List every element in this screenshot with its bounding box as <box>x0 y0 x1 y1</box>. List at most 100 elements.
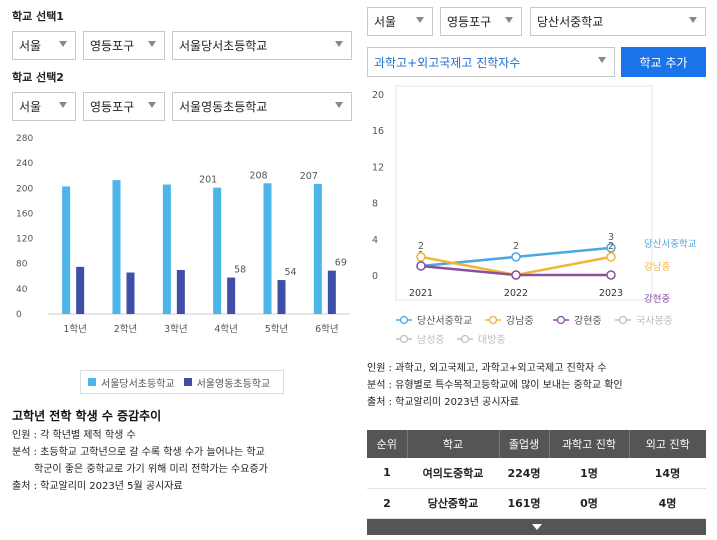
graduates-cell: 161명 <box>499 488 549 519</box>
legend-marker <box>556 315 566 325</box>
school1-region-select[interactable]: 서울 <box>12 31 76 60</box>
legend-marker <box>399 334 409 344</box>
column-header: 학교 <box>407 430 500 458</box>
science-cell: 1명 <box>549 458 629 489</box>
right-district-value: 영등포구 <box>447 15 492 29</box>
legend-label: 강남중 <box>506 315 534 327</box>
foreign-cell: 14명 <box>629 458 706 489</box>
school2-district-value: 영등포구 <box>90 100 135 114</box>
data-label: 2 <box>608 241 614 252</box>
series-point-1 <box>511 252 521 262</box>
school2-label: 학교 선택2 <box>12 71 64 84</box>
school2-school-select[interactable]: 서울영동초등학교 <box>172 92 352 121</box>
table-row[interactable]: 2 당산중학교 161명 0명 4명 <box>367 488 706 519</box>
y-tick-label: 12 <box>372 162 384 173</box>
series-end-label: 강현중 <box>644 294 670 305</box>
chevron-down-icon <box>505 17 513 23</box>
info-title: 고학년 전학 학생 수 증감추이 <box>12 409 162 423</box>
bar-2 <box>327 270 336 314</box>
x-tick-label: 6학년 <box>315 324 339 335</box>
series-point-3 <box>511 270 521 280</box>
legend-label: 당산서중학교 <box>417 315 472 327</box>
right-region-value: 서울 <box>374 15 397 29</box>
school1-region-value: 서울 <box>19 39 42 53</box>
school2-school-value: 서울영동초등학교 <box>179 100 268 114</box>
x-tick-label: 2023 <box>599 288 623 299</box>
school2-region-select[interactable]: 서울 <box>12 92 76 121</box>
school-cell: 여의도중학교 <box>407 458 499 489</box>
column-header: 과학고 진학 <box>549 430 630 458</box>
y-tick-label: 40 <box>16 285 28 295</box>
ranking-table: 순위 학교 졸업생 과학고 진학 외고 진학 1 여의도중학교 224명 1명 … <box>367 430 706 519</box>
right-info-block: 인원 : 과학고, 외고국제고, 과학고+외고국제고 진학자 수 분석 : 유형… <box>367 360 712 411</box>
series-point-3 <box>416 261 426 271</box>
right-school-value: 당산서중학교 <box>537 15 604 29</box>
x-tick-label: 1학년 <box>63 324 87 335</box>
series-point-2 <box>416 252 426 262</box>
right-school-select[interactable]: 당산서중학교 <box>530 7 706 36</box>
info-line: 출처 : 학교알리미 2023년 공시자료 <box>367 397 519 408</box>
x-tick-label: 3학년 <box>164 324 188 335</box>
data-label: 2 <box>418 241 424 252</box>
info-line: 인원 : 각 학년별 제적 학생 수 <box>12 430 136 441</box>
school1-district-select[interactable]: 영등포구 <box>83 31 165 60</box>
grade-bar-chart: 0 40 80 120 160 200 240 280 1학년 2학년 3학년 4학년 201 58 5학년… <box>16 134 350 335</box>
column-header: 순위 <box>367 430 408 458</box>
bar-1 <box>112 180 121 314</box>
chevron-down-icon <box>59 102 67 108</box>
graduates-cell: 224명 <box>499 458 549 489</box>
x-tick-label: 2021 <box>409 288 433 299</box>
y-tick-label: 4 <box>372 235 378 246</box>
metric-value: 과학고+외고국제고 진학자수 <box>374 55 521 70</box>
info-line: 분석 : 유형별로 특수목적고등학교에 많이 보내는 중학교 확인 <box>367 380 623 391</box>
y-tick-label: 280 <box>16 134 33 144</box>
chevron-down-icon <box>689 17 697 23</box>
data-label: 207 <box>300 171 318 182</box>
metric-select[interactable]: 과학고+외고국제고 진학자수 <box>367 47 615 77</box>
bar-chart-legend: 서울당서초등학교 서울영동초등학교 <box>80 370 284 394</box>
chevron-down-icon <box>148 102 156 108</box>
data-label: 2 <box>513 241 519 252</box>
legend-marker <box>488 315 498 325</box>
plot-frame <box>395 85 653 301</box>
legend-marker <box>460 334 470 344</box>
chevron-down-icon <box>335 41 343 47</box>
legend-marker <box>618 315 628 325</box>
bar-2 <box>126 272 135 314</box>
y-tick-label: 120 <box>16 235 33 245</box>
school1-school-select[interactable]: 서울당서초등학교 <box>172 31 352 60</box>
legend-label: 국사봉중 <box>636 315 673 327</box>
x-tick-label: 5학년 <box>265 324 289 335</box>
y-tick-label: 240 <box>16 159 33 169</box>
school2-district-select[interactable]: 영등포구 <box>83 92 165 121</box>
y-tick-label: 20 <box>372 90 384 101</box>
legend-label: 남성중 <box>417 334 445 346</box>
table-row[interactable]: 1 여의도중학교 224명 1명 14명 <box>367 458 706 489</box>
column-header: 졸업생 <box>499 430 550 458</box>
school1-label: 학교 선택1 <box>12 10 64 23</box>
add-school-button[interactable]: 학교 추가 <box>621 47 706 77</box>
data-label: 208 <box>249 170 267 181</box>
foreign-cell: 4명 <box>629 488 706 519</box>
data-label: 54 <box>284 267 296 278</box>
y-tick-label: 200 <box>16 184 33 194</box>
x-tick-label: 2022 <box>504 288 528 299</box>
y-tick-label: 80 <box>16 260 28 270</box>
right-district-select[interactable]: 영등포구 <box>440 7 522 36</box>
data-label: 201 <box>199 175 217 186</box>
line-chart: 048121620202120222023123당산서중학교22강남중강현중당산… <box>372 85 697 346</box>
bar-1 <box>62 186 71 314</box>
series-point-3 <box>606 270 616 280</box>
right-region-select[interactable]: 서울 <box>367 7 433 36</box>
science-cell: 0명 <box>549 488 629 519</box>
series-point-1 <box>606 243 616 253</box>
chevron-down-icon <box>598 57 606 63</box>
chevron-down-icon <box>416 17 424 23</box>
chevron-down-icon <box>335 102 343 108</box>
table-expand-button[interactable] <box>367 519 706 535</box>
series-end-label: 강남중 <box>644 262 670 273</box>
bar-2 <box>76 266 85 314</box>
bar-2 <box>176 270 185 314</box>
school1-district-value: 영등포구 <box>90 39 135 53</box>
bar-1 <box>263 183 272 314</box>
